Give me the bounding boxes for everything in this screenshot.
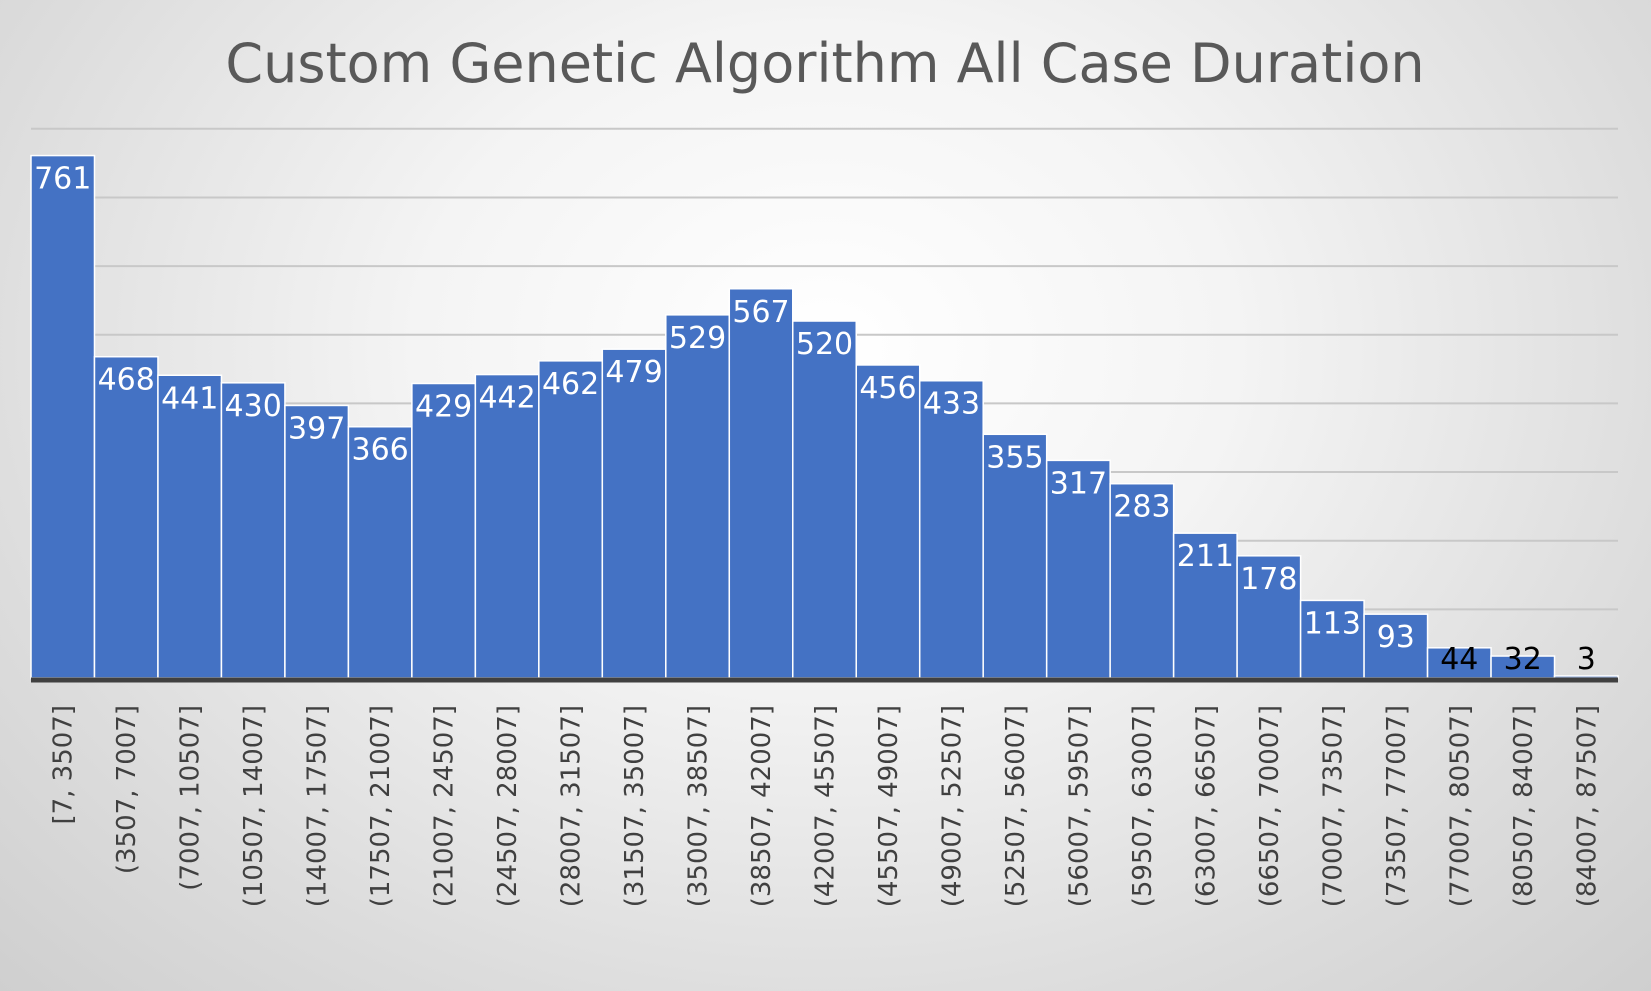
x-tick-label: [7, 3507] <box>49 705 79 825</box>
x-tick-label: (59507, 63007] <box>1128 705 1158 907</box>
data-label: 442 <box>478 381 535 416</box>
bar <box>1426 647 1492 679</box>
chart-title: Custom Genetic Algorithm All Case Durati… <box>225 32 1424 95</box>
data-label: 441 <box>161 381 218 416</box>
data-label: 366 <box>352 433 409 468</box>
bar <box>1236 555 1302 679</box>
x-tick-label: (45507, 49007] <box>874 705 904 907</box>
data-label: 567 <box>732 295 789 330</box>
bar <box>93 355 159 679</box>
x-tick-label: (84007, 87507] <box>1572 705 1602 907</box>
x-tick-label: (63007, 66507] <box>1191 705 1221 907</box>
bar <box>538 360 604 679</box>
x-tick-labels: [7, 3507] (3507, 7007] (7007, 10507] (10507… <box>49 705 1603 907</box>
data-label: 44 <box>1440 642 1478 677</box>
bar <box>474 373 540 679</box>
x-tick-label: (42007, 45507] <box>811 705 841 907</box>
data-label: 355 <box>986 440 1043 475</box>
data-label: 456 <box>859 371 916 406</box>
bar <box>411 382 477 679</box>
bar <box>982 433 1048 679</box>
x-tick-label: (7007, 10507] <box>176 705 206 891</box>
data-label: 93 <box>1377 620 1415 655</box>
x-tick-label: (38507, 42007] <box>747 705 777 907</box>
data-label: 3 <box>1577 642 1596 677</box>
x-tick-label: (56007, 59507] <box>1064 705 1094 907</box>
x-tick-label: (35007, 38507] <box>684 705 714 907</box>
bar <box>347 425 413 679</box>
data-label: 468 <box>98 363 155 398</box>
data-label: 761 <box>34 162 91 197</box>
bar <box>1109 482 1175 679</box>
x-tick-label: (14007, 17507] <box>303 705 333 907</box>
bar <box>601 348 667 679</box>
bar <box>1045 459 1111 679</box>
data-label: 520 <box>796 327 853 362</box>
x-tick-label: (10507, 14007] <box>239 705 269 907</box>
data-label: 178 <box>1240 562 1297 597</box>
bar <box>792 320 857 679</box>
data-label: 211 <box>1177 539 1234 574</box>
x-tick-label: (31507, 35007] <box>620 705 650 907</box>
x-tick-label: (77007, 80507] <box>1445 705 1475 907</box>
data-label: 317 <box>1050 466 1107 501</box>
data-label: 429 <box>415 389 472 424</box>
bar <box>220 382 286 679</box>
data-label: 433 <box>923 387 980 422</box>
x-tick-label: (49007, 52507] <box>937 705 967 907</box>
bar <box>728 288 794 679</box>
bar <box>157 374 223 679</box>
data-label: 397 <box>288 411 345 446</box>
x-tick-label: (66507, 70007] <box>1255 705 1285 907</box>
x-tick-label: (21007, 24507] <box>430 705 460 907</box>
data-label: 529 <box>669 321 726 356</box>
x-tick-label: (24507, 28007] <box>493 705 523 907</box>
bar <box>665 314 731 679</box>
bars <box>30 154 1619 679</box>
data-label: 479 <box>605 355 662 390</box>
x-tick-label: (28007, 31507] <box>557 705 587 907</box>
x-tick-label: (3507, 7007] <box>112 705 142 874</box>
data-label: 283 <box>1113 490 1170 525</box>
data-label: 113 <box>1304 606 1361 641</box>
bar <box>30 154 96 679</box>
data-label: 430 <box>225 389 282 424</box>
bar <box>855 364 921 679</box>
data-label: 32 <box>1504 642 1542 677</box>
bar <box>1172 532 1238 679</box>
x-tick-label: (17507, 21007] <box>366 705 396 907</box>
x-tick-label: (73507, 77007] <box>1382 705 1412 907</box>
data-label: 462 <box>542 367 599 402</box>
x-tick-label: (80507, 84007] <box>1509 705 1539 907</box>
x-tick-label: (70007, 73507] <box>1318 705 1348 907</box>
x-tick-label: (52507, 56007] <box>1001 705 1031 907</box>
bar <box>918 379 984 679</box>
